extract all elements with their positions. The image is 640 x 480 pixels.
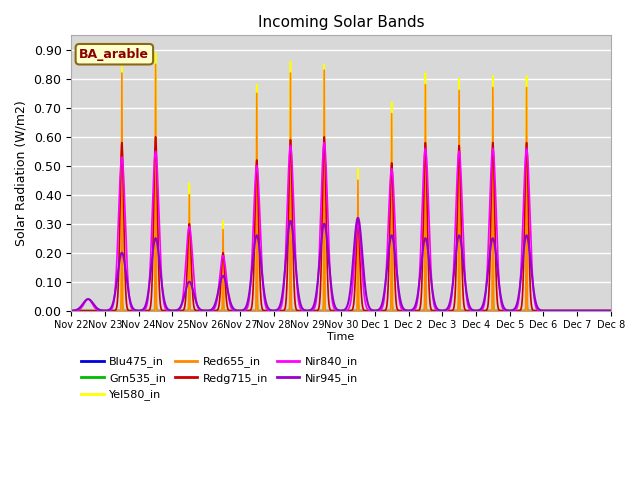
Grn535_in bbox=[607, 308, 614, 313]
Line: Red655_in: Red655_in bbox=[71, 64, 611, 311]
Yel580_in bbox=[152, 50, 159, 56]
Nir945_in bbox=[67, 308, 75, 313]
Line: Yel580_in: Yel580_in bbox=[71, 53, 611, 311]
Yel580_in bbox=[141, 308, 148, 313]
Nir840_in bbox=[321, 140, 328, 145]
Line: Redg715_in: Redg715_in bbox=[71, 137, 611, 311]
Redg715_in bbox=[165, 308, 173, 313]
Red655_in bbox=[141, 308, 148, 313]
Nir840_in bbox=[67, 308, 75, 313]
Grn535_in bbox=[226, 308, 234, 313]
Red655_in bbox=[152, 61, 159, 67]
Nir945_in bbox=[607, 308, 614, 313]
Nir840_in bbox=[173, 308, 180, 313]
Red655_in bbox=[226, 308, 234, 313]
Blu475_in bbox=[173, 308, 180, 313]
Nir945_in bbox=[354, 215, 362, 221]
Nir945_in bbox=[362, 289, 370, 295]
Blu475_in bbox=[226, 308, 234, 313]
Line: Grn535_in: Grn535_in bbox=[71, 293, 611, 311]
Red655_in bbox=[607, 308, 614, 313]
Redg715_in bbox=[607, 308, 614, 313]
Nir840_in bbox=[141, 307, 148, 312]
Red655_in bbox=[173, 308, 180, 313]
Redg715_in bbox=[226, 308, 234, 313]
Nir945_in bbox=[369, 307, 376, 313]
Red655_in bbox=[369, 308, 376, 313]
Line: Blu475_in: Blu475_in bbox=[71, 299, 611, 311]
Yel580_in bbox=[607, 308, 614, 313]
Nir945_in bbox=[165, 307, 173, 313]
Nir840_in bbox=[165, 308, 173, 313]
Y-axis label: Solar Radiation (W/m2): Solar Radiation (W/m2) bbox=[15, 100, 28, 246]
Title: Incoming Solar Bands: Incoming Solar Bands bbox=[258, 15, 424, 30]
Grn535_in bbox=[152, 290, 159, 296]
Redg715_in bbox=[362, 308, 370, 313]
Yel580_in bbox=[362, 308, 370, 313]
Yel580_in bbox=[165, 308, 173, 313]
Grn535_in bbox=[165, 308, 173, 313]
Grn535_in bbox=[141, 308, 148, 313]
Nir840_in bbox=[607, 308, 614, 313]
Legend: Blu475_in, Grn535_in, Yel580_in, Red655_in, Redg715_in, Nir840_in, Nir945_in: Blu475_in, Grn535_in, Yel580_in, Red655_… bbox=[77, 352, 362, 405]
Yel580_in bbox=[67, 308, 75, 313]
Nir840_in bbox=[362, 302, 370, 308]
Grn535_in bbox=[362, 308, 370, 313]
Line: Nir945_in: Nir945_in bbox=[71, 218, 611, 311]
Red655_in bbox=[362, 308, 370, 313]
Line: Nir840_in: Nir840_in bbox=[71, 143, 611, 311]
Nir945_in bbox=[141, 304, 148, 310]
Blu475_in bbox=[141, 308, 149, 313]
Blu475_in bbox=[362, 308, 370, 313]
Red655_in bbox=[67, 308, 75, 313]
Nir945_in bbox=[226, 298, 234, 303]
Blu475_in bbox=[369, 308, 376, 313]
Yel580_in bbox=[226, 308, 234, 313]
Red655_in bbox=[165, 308, 173, 313]
Blu475_in bbox=[67, 308, 75, 313]
Redg715_in bbox=[67, 308, 75, 313]
Blu475_in bbox=[118, 296, 125, 302]
Nir840_in bbox=[226, 301, 234, 307]
Blu475_in bbox=[165, 308, 173, 313]
Redg715_in bbox=[369, 308, 376, 313]
Redg715_in bbox=[141, 308, 148, 313]
Grn535_in bbox=[67, 308, 75, 313]
Nir945_in bbox=[173, 307, 180, 313]
Text: BA_arable: BA_arable bbox=[79, 48, 149, 61]
Grn535_in bbox=[173, 308, 180, 313]
Yel580_in bbox=[173, 308, 180, 313]
Redg715_in bbox=[173, 308, 180, 313]
X-axis label: Time: Time bbox=[328, 332, 355, 342]
Grn535_in bbox=[369, 308, 376, 313]
Nir840_in bbox=[369, 308, 376, 313]
Yel580_in bbox=[369, 308, 376, 313]
Redg715_in bbox=[152, 134, 159, 140]
Blu475_in bbox=[607, 308, 614, 313]
